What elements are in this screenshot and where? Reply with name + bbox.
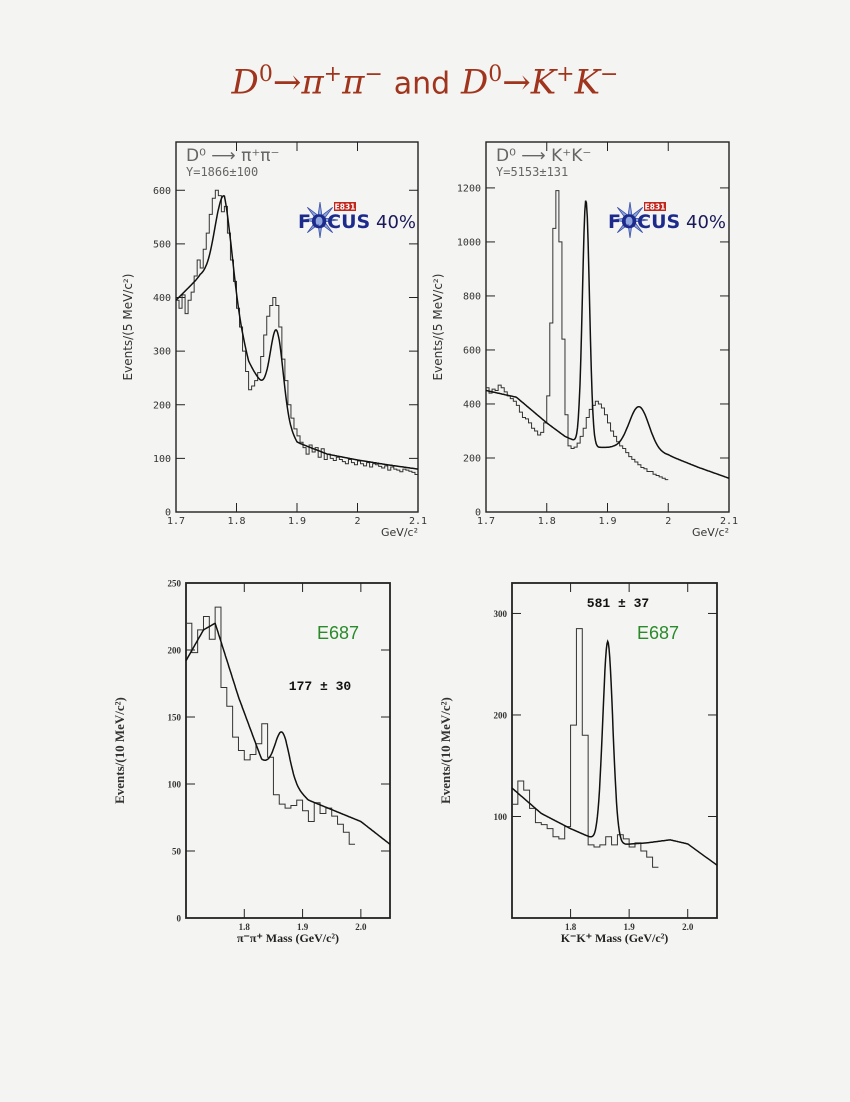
e831-badge-text: E831 xyxy=(645,203,666,212)
y-tick-label: 0 xyxy=(165,508,171,519)
histogram-series xyxy=(176,189,418,475)
focus-wordmark: FOCUS xyxy=(298,211,370,233)
y-tick-label: 500 xyxy=(153,239,171,250)
x-tick-label: 2 xyxy=(354,516,360,527)
plot-frame xyxy=(185,582,391,919)
y-axis-label: Events/(10 MeV/c²) xyxy=(438,697,453,804)
y-tick-label: 150 xyxy=(168,713,182,723)
x-tick-label: 1.7 xyxy=(167,516,185,527)
x-tick-label: 1.7 xyxy=(477,516,495,527)
y-tick-label: 800 xyxy=(463,291,481,302)
title-d-meson: D xyxy=(460,62,489,103)
starburst-icon xyxy=(301,201,339,239)
title-arrow: → xyxy=(272,62,302,103)
yield-label: 581 ± 37 xyxy=(587,596,649,611)
e831-badge-text: E831 xyxy=(335,203,356,212)
y-tick-label: 600 xyxy=(153,186,171,197)
x-tick-label: 2.0 xyxy=(682,922,694,932)
yield-label: 177 ± 30 xyxy=(289,679,352,694)
fit-curve xyxy=(175,194,419,470)
y-tick-label: 200 xyxy=(463,453,481,464)
x-tick-label: 2.1 xyxy=(409,516,427,527)
title-sup: 0 xyxy=(258,62,273,87)
x-tick-label: 1.8 xyxy=(565,922,577,932)
x-tick-label: 1.9 xyxy=(297,922,309,932)
experiment-label: E687 xyxy=(637,623,679,643)
e831-badge xyxy=(334,202,356,211)
title-sup: − xyxy=(600,62,619,87)
decay-label: D⁰ ⟶ π⁺π⁻ xyxy=(186,146,280,166)
x-tick-label: 2.0 xyxy=(355,922,367,932)
yield-label: Y=1866±100 xyxy=(186,165,258,179)
x-tick-label: 1.8 xyxy=(227,516,245,527)
title-sup: + xyxy=(556,62,575,87)
percent-label: 40% xyxy=(686,212,726,233)
y-tick-label: 100 xyxy=(153,454,171,465)
decay-label: D⁰ ⟶ K⁺K⁻ xyxy=(496,146,591,166)
x-axis-label: π⁻π⁺ Mass (GeV/c²) xyxy=(237,931,339,945)
plot-frame xyxy=(511,582,718,919)
y-axis-label: Events/(10 MeV/c²) xyxy=(112,697,127,804)
y-tick-label: 50 xyxy=(172,847,182,857)
yield-label: Y=5153±131 xyxy=(496,165,568,179)
x-tick-label: 1.8 xyxy=(239,922,251,932)
x-axis-label: GeV/c² xyxy=(692,526,729,539)
histogram-series xyxy=(512,628,659,868)
fit-curve xyxy=(485,200,730,479)
y-tick-label: 200 xyxy=(168,646,182,656)
y-tick-label: 200 xyxy=(494,710,508,720)
title-pion: π xyxy=(342,62,365,103)
y-tick-label: 300 xyxy=(494,609,508,619)
y-tick-label: 0 xyxy=(177,914,182,924)
focus-wordmark: FOCUS xyxy=(608,211,680,233)
x-axis-label: GeV/c² xyxy=(381,526,418,539)
fit-curve xyxy=(511,639,718,866)
x-tick-label: 1.9 xyxy=(288,516,306,527)
percent-label: 40% xyxy=(376,212,416,233)
e831-badge xyxy=(644,202,666,211)
y-tick-label: 1200 xyxy=(457,183,481,194)
y-axis-label: Events/(5 MeV/c²) xyxy=(121,274,135,381)
y-tick-label: 600 xyxy=(463,345,481,356)
experiment-label: E687 xyxy=(317,623,359,643)
title-d-meson: D xyxy=(231,62,259,103)
y-tick-label: 0 xyxy=(475,508,481,519)
y-tick-label: 100 xyxy=(168,780,182,790)
title-arrow: → xyxy=(502,62,531,103)
y-axis-label: Events/(5 MeV/c²) xyxy=(431,274,445,381)
y-tick-label: 100 xyxy=(494,812,508,822)
title-sup: − xyxy=(364,62,383,87)
page-title: D0→π+π− and D0→K+K− xyxy=(0,62,850,102)
title-sup: + xyxy=(323,62,343,87)
x-tick-label: 2 xyxy=(665,516,671,527)
y-tick-label: 300 xyxy=(153,347,171,358)
starburst-icon xyxy=(611,201,649,239)
y-tick-label: 1000 xyxy=(457,237,481,248)
title-kaon: K xyxy=(530,62,557,103)
x-tick-label: 2.1 xyxy=(720,516,738,527)
y-tick-label: 250 xyxy=(168,579,182,589)
y-tick-label: 400 xyxy=(463,399,481,410)
x-tick-label: 1.9 xyxy=(624,922,636,932)
histogram-series xyxy=(486,190,669,481)
x-axis-label: K⁻K⁺ Mass (GeV/c²) xyxy=(561,931,669,945)
title-sup: 0 xyxy=(488,62,503,87)
y-tick-label: 400 xyxy=(153,293,171,304)
title-and: and xyxy=(393,66,451,102)
title-kaon: K xyxy=(574,62,600,103)
title-pion: π xyxy=(301,62,324,103)
x-tick-label: 1.8 xyxy=(538,516,556,527)
x-tick-label: 1.9 xyxy=(598,516,616,527)
y-tick-label: 200 xyxy=(153,400,171,411)
fit-curve xyxy=(185,622,391,845)
